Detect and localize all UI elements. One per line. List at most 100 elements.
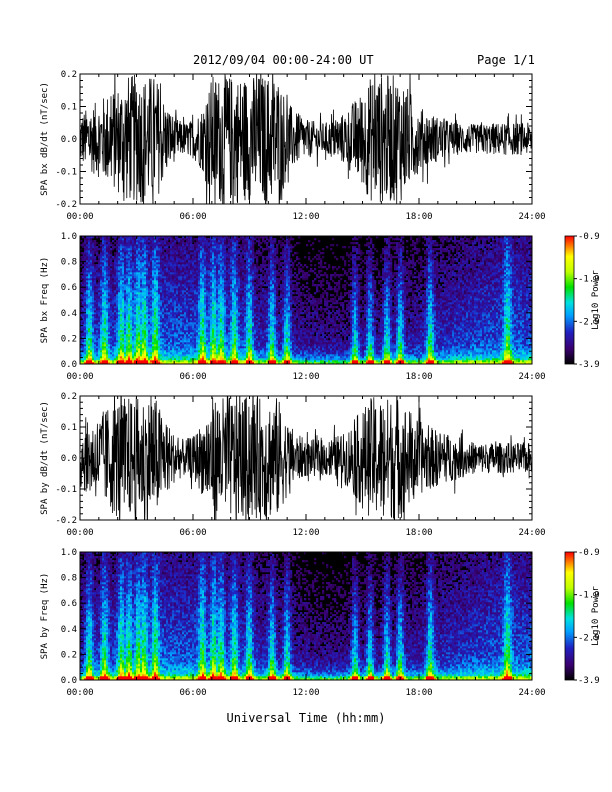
spectrogram-cell bbox=[144, 320, 147, 323]
spectrogram-cell bbox=[160, 288, 163, 291]
spectrogram-cell bbox=[216, 316, 219, 319]
spectrogram-cell bbox=[234, 348, 237, 351]
spectrogram-cell bbox=[234, 352, 237, 355]
spectrogram-cell bbox=[88, 236, 91, 239]
spectrogram-cell bbox=[112, 270, 115, 273]
spectrogram-cell bbox=[98, 346, 101, 349]
spectrogram-cell bbox=[84, 278, 87, 281]
spectrogram-cell bbox=[86, 242, 89, 245]
spectrogram-cell bbox=[88, 330, 91, 333]
spectrogram-cell bbox=[122, 314, 125, 317]
spectrogram-cell bbox=[152, 326, 155, 329]
spectrogram-cell bbox=[176, 288, 179, 291]
x-tick-label: 00:00 bbox=[66, 212, 93, 222]
spectrogram-cell bbox=[140, 350, 143, 353]
spectrogram-cell bbox=[126, 300, 129, 303]
spectrogram-cell bbox=[186, 298, 189, 301]
spectrogram-cell bbox=[86, 314, 89, 317]
spectrogram-cell bbox=[212, 310, 215, 313]
spectrogram-cell bbox=[168, 248, 171, 251]
spectrogram-cell bbox=[130, 286, 133, 289]
spectrogram-cell bbox=[212, 238, 215, 241]
spectrogram-cell bbox=[168, 340, 171, 343]
spectrogram-cell bbox=[198, 242, 201, 245]
spectrogram-cell bbox=[204, 326, 207, 329]
spectrogram-cell bbox=[150, 280, 153, 283]
spectrogram-cell bbox=[106, 258, 109, 261]
spectrogram-cell bbox=[176, 296, 179, 299]
spectrogram-cell bbox=[144, 254, 147, 257]
spectrogram-cell bbox=[126, 260, 129, 263]
spectrogram-cell bbox=[150, 334, 153, 337]
spectrogram-cell bbox=[188, 256, 191, 259]
spectrogram-cell bbox=[92, 310, 95, 313]
spectrogram-cell bbox=[190, 334, 193, 337]
spectrogram-cell bbox=[220, 346, 223, 349]
spectrogram-cell bbox=[100, 282, 103, 285]
spectrogram-cell bbox=[104, 242, 107, 245]
spectrogram-cell bbox=[194, 346, 197, 349]
spectrogram-cell bbox=[160, 240, 163, 243]
spectrogram-cell bbox=[96, 266, 99, 269]
spectrogram-cell bbox=[112, 296, 115, 299]
spectrogram-cell bbox=[86, 266, 89, 269]
spectrogram-cell bbox=[170, 248, 173, 251]
spectrogram-cell bbox=[86, 310, 89, 313]
spectrogram-cell bbox=[86, 298, 89, 301]
spectrogram-cell bbox=[234, 362, 237, 365]
spectrogram-cell bbox=[154, 256, 157, 259]
spectrogram-cell bbox=[228, 266, 231, 269]
spectrogram-cell bbox=[164, 276, 167, 279]
spectrogram-cell bbox=[228, 350, 231, 353]
spectrogram-cell bbox=[94, 278, 97, 281]
spectrogram-cell bbox=[148, 236, 151, 239]
spectrogram-cell bbox=[160, 256, 163, 259]
spectrogram-cell bbox=[150, 350, 153, 353]
spectrogram-cell bbox=[186, 328, 189, 331]
spectrogram-cell bbox=[202, 344, 205, 347]
spectrogram-cell bbox=[144, 358, 147, 361]
spectrogram-cell bbox=[206, 352, 209, 355]
spectrogram-cell bbox=[216, 310, 219, 313]
spectrogram-cell bbox=[146, 236, 149, 239]
spectrogram-cell bbox=[118, 282, 121, 285]
spectrogram-cell bbox=[206, 360, 209, 363]
spectrogram-cell bbox=[88, 340, 91, 343]
spectrogram-cell bbox=[140, 326, 143, 329]
spectrogram-cell bbox=[208, 346, 211, 349]
spectrogram-cell bbox=[208, 256, 211, 259]
spectrogram-cell bbox=[234, 354, 237, 357]
spectrogram-cell bbox=[222, 334, 225, 337]
spectrogram-cell bbox=[200, 270, 203, 273]
spectrogram-cell bbox=[176, 332, 179, 335]
spectrogram-cell bbox=[200, 358, 203, 361]
spectrogram-cell bbox=[208, 308, 211, 311]
spectrogram-cell bbox=[124, 324, 127, 327]
spectrogram-cell bbox=[138, 322, 141, 325]
spectrogram-cell bbox=[136, 262, 139, 265]
spectrogram-cell bbox=[200, 254, 203, 257]
spectrogram-cell bbox=[114, 286, 117, 289]
spectrogram-cell bbox=[90, 350, 93, 353]
spectrogram-cell bbox=[158, 282, 161, 285]
spectrogram-cell bbox=[154, 252, 157, 255]
spectrogram-cell bbox=[212, 302, 215, 305]
spectrogram-cell bbox=[102, 238, 105, 241]
spectrogram-cell bbox=[210, 340, 213, 343]
spectrogram-cell bbox=[206, 342, 209, 345]
spectrogram-cell bbox=[100, 350, 103, 353]
spectrogram-cell bbox=[172, 268, 175, 271]
spectrogram-cell bbox=[206, 328, 209, 331]
spectrogram-cell bbox=[100, 342, 103, 345]
spectrogram-cell bbox=[188, 326, 191, 329]
spectrogram-cell bbox=[160, 280, 163, 283]
spectrogram-cell bbox=[108, 264, 111, 267]
spectrogram-cell bbox=[218, 312, 221, 315]
spectrogram-cell bbox=[110, 248, 113, 251]
spectrogram-cell bbox=[88, 314, 91, 317]
spectrogram-cell bbox=[188, 238, 191, 241]
spectrogram-cell bbox=[112, 274, 115, 277]
spectrogram-cell bbox=[92, 256, 95, 259]
spectrogram-cell bbox=[192, 268, 195, 271]
spectrogram-cell bbox=[160, 282, 163, 285]
